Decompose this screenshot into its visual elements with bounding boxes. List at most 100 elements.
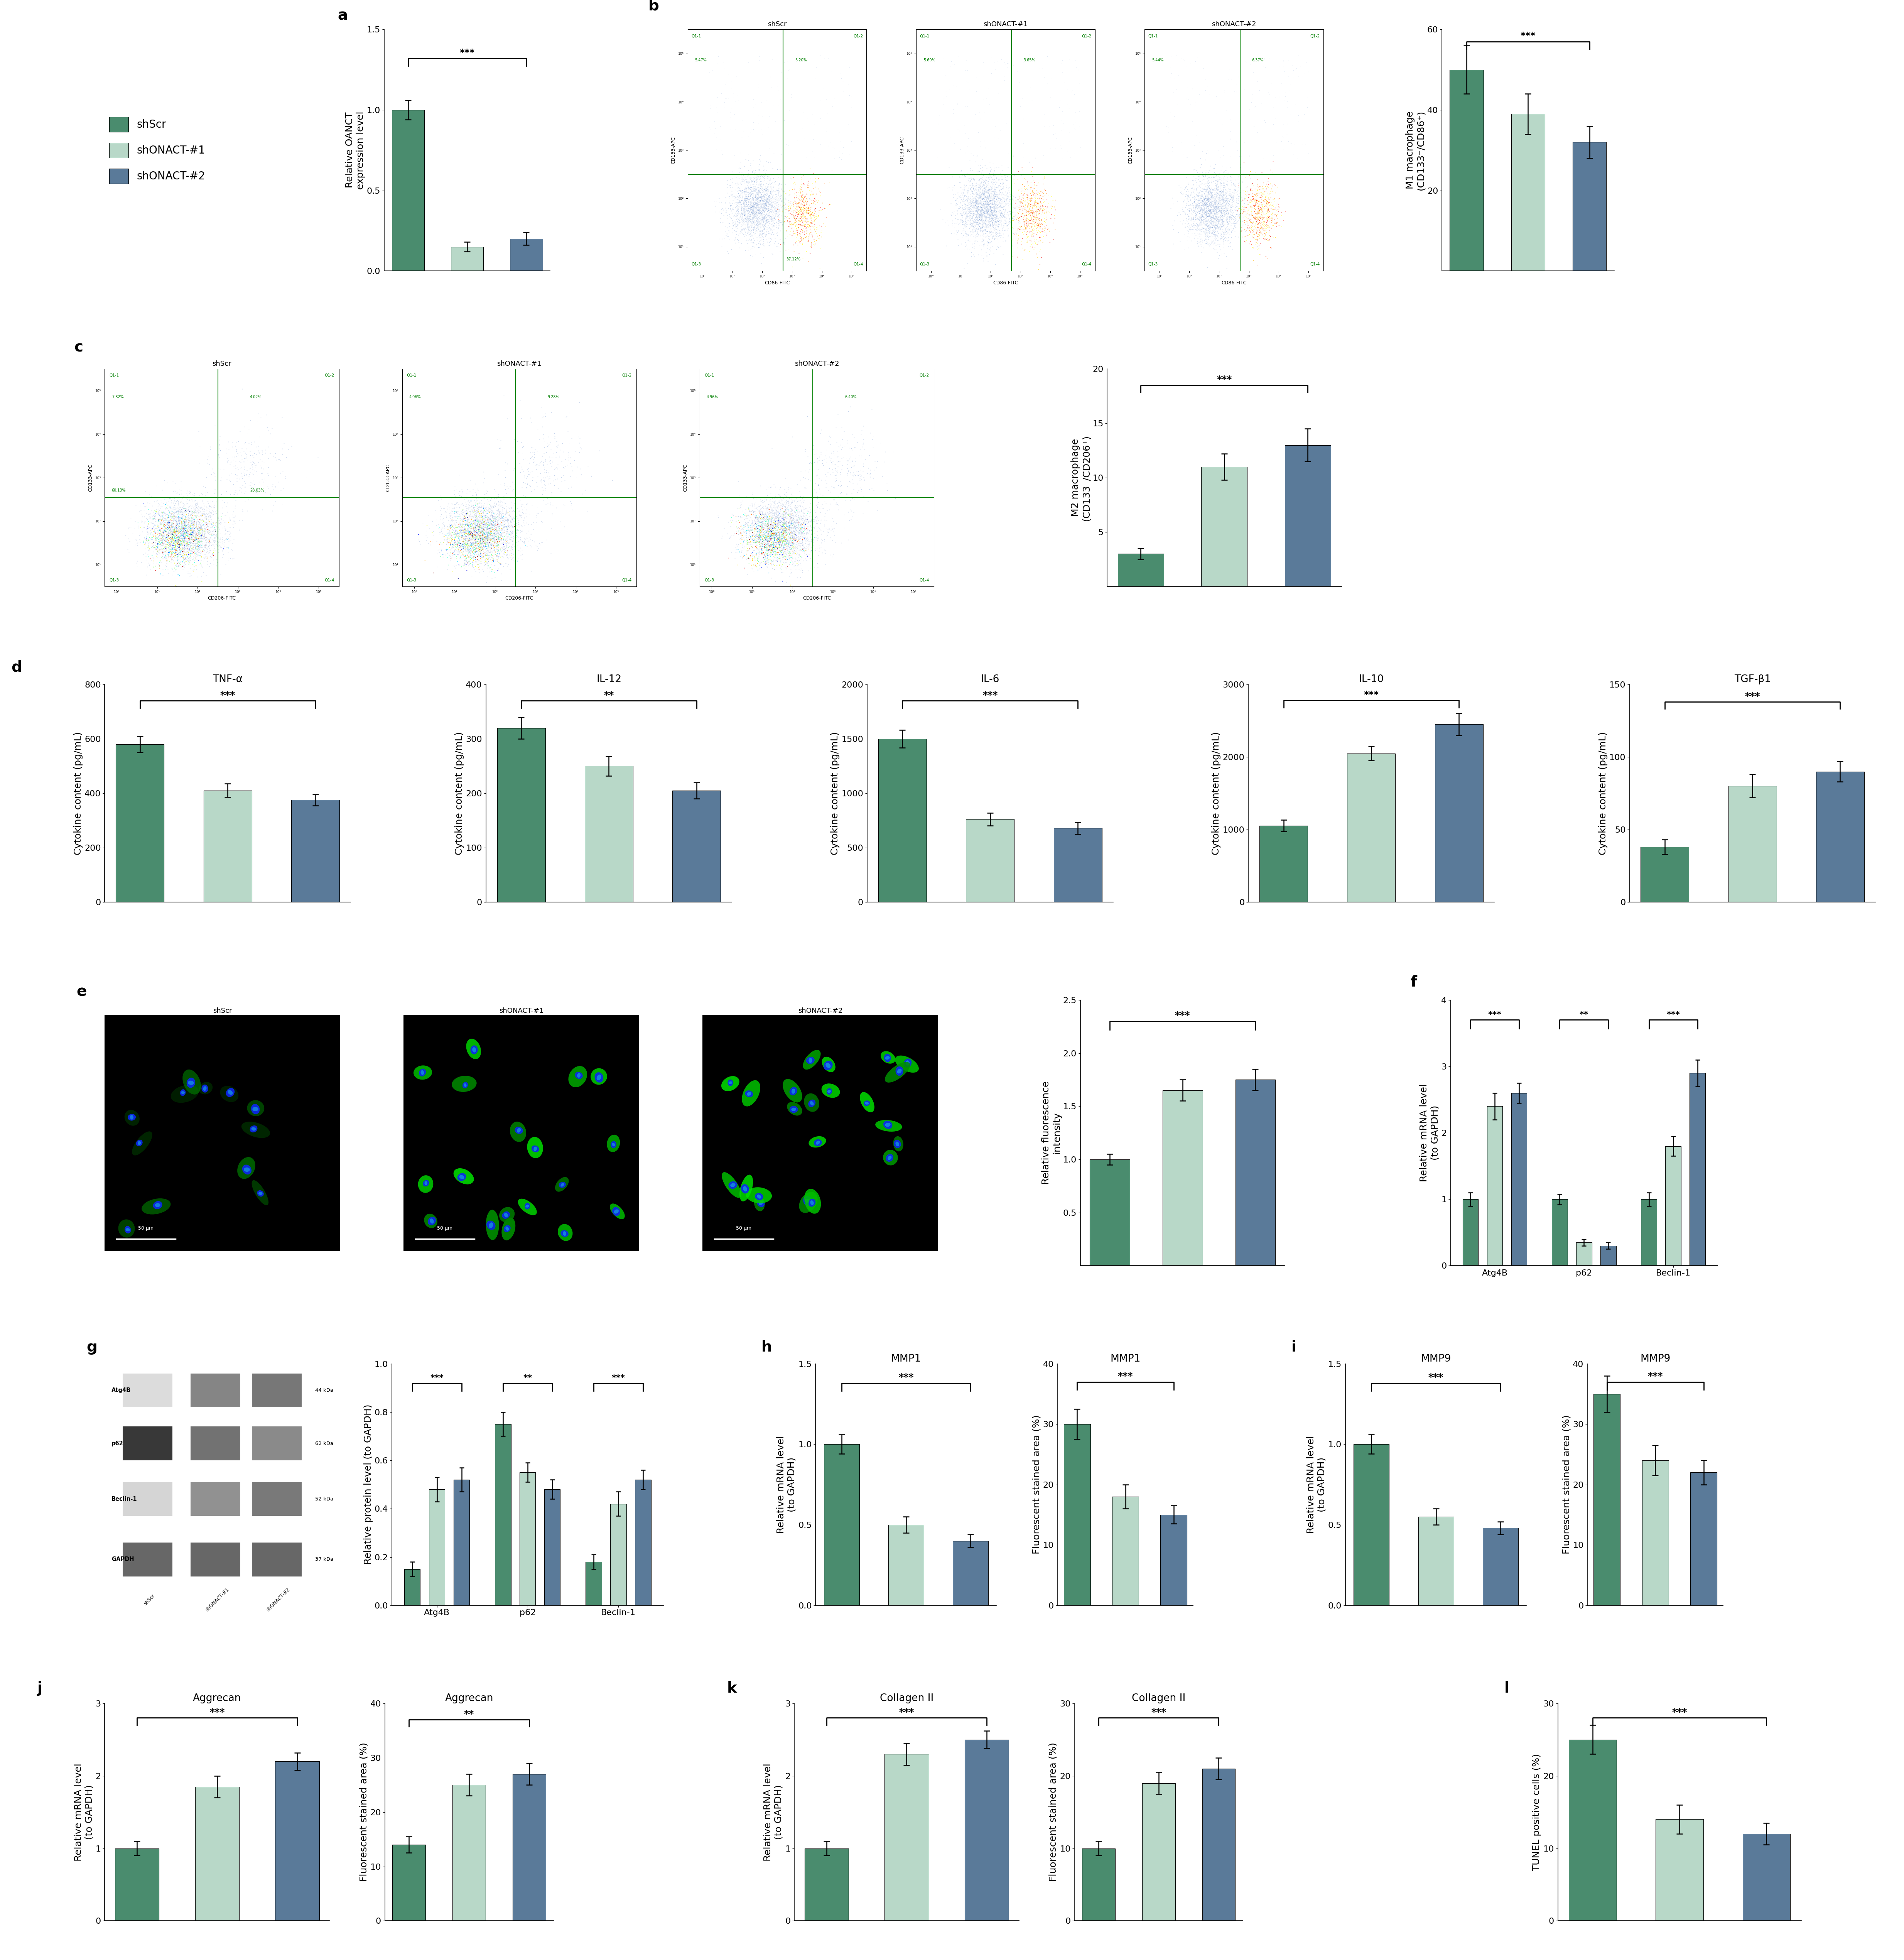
Point xyxy=(750,198,781,229)
Point xyxy=(484,517,514,549)
Point xyxy=(737,198,767,229)
Point xyxy=(735,190,765,221)
Point xyxy=(764,506,794,537)
Point xyxy=(971,194,1002,225)
Point xyxy=(1201,202,1232,233)
Point xyxy=(741,523,771,555)
Point xyxy=(973,184,1003,216)
Point xyxy=(156,506,187,537)
Point xyxy=(179,492,209,523)
Point xyxy=(168,525,198,557)
Point xyxy=(164,506,194,537)
Point xyxy=(470,519,501,551)
Point xyxy=(733,204,764,235)
Point xyxy=(491,512,522,543)
Ellipse shape xyxy=(514,1127,524,1135)
Point xyxy=(784,512,815,543)
Point xyxy=(177,480,208,512)
Point xyxy=(777,541,807,572)
Point xyxy=(486,547,516,578)
Point xyxy=(1026,176,1057,208)
Point xyxy=(731,200,762,231)
Point xyxy=(788,521,819,553)
Point xyxy=(771,515,802,547)
Point xyxy=(470,531,501,563)
Point xyxy=(154,515,185,547)
Point xyxy=(796,525,826,557)
Point xyxy=(440,515,470,547)
Point xyxy=(969,221,1000,253)
Point xyxy=(188,504,219,535)
Point xyxy=(786,210,817,241)
Point xyxy=(472,514,503,545)
Point xyxy=(971,184,1002,216)
Point xyxy=(941,208,971,239)
Point xyxy=(453,512,484,543)
Point xyxy=(145,490,175,521)
Point xyxy=(457,539,487,570)
Point xyxy=(962,208,992,239)
Point xyxy=(750,517,781,549)
Point xyxy=(175,537,206,568)
Point xyxy=(800,188,830,220)
Point xyxy=(975,180,1005,212)
Point xyxy=(764,506,794,537)
Point xyxy=(830,445,861,476)
Point xyxy=(1021,214,1051,245)
Point xyxy=(487,504,518,535)
Point xyxy=(963,184,994,216)
Point xyxy=(1241,180,1272,212)
Point xyxy=(960,227,990,259)
Point xyxy=(781,521,811,553)
Point xyxy=(217,502,248,533)
Point xyxy=(1186,218,1217,249)
Point xyxy=(1209,180,1240,212)
Point xyxy=(752,165,783,196)
Point xyxy=(796,512,826,543)
Point xyxy=(472,486,503,517)
Point xyxy=(739,114,769,145)
Point xyxy=(451,514,482,545)
Point xyxy=(478,523,508,555)
Point xyxy=(823,521,853,553)
Point xyxy=(741,502,771,533)
Point xyxy=(1024,196,1055,227)
Point xyxy=(792,223,823,255)
Point xyxy=(788,498,819,529)
Point xyxy=(484,494,514,525)
Point xyxy=(185,525,215,557)
Point xyxy=(1002,55,1032,86)
Point xyxy=(461,496,491,527)
Point xyxy=(744,184,775,216)
Point xyxy=(746,519,777,551)
Point xyxy=(1005,192,1036,223)
Point xyxy=(181,488,211,519)
Point xyxy=(746,202,777,233)
Point xyxy=(735,239,765,270)
Point xyxy=(741,551,771,582)
Point xyxy=(187,517,217,549)
Point xyxy=(466,523,497,555)
Point xyxy=(971,171,1002,202)
Point xyxy=(556,451,586,482)
Point xyxy=(969,202,1000,233)
Point xyxy=(794,208,824,239)
Point xyxy=(739,174,769,206)
Point xyxy=(986,231,1017,263)
Point xyxy=(484,515,514,547)
Point xyxy=(748,223,779,255)
Point xyxy=(718,500,748,531)
Point xyxy=(971,196,1002,227)
Point xyxy=(743,523,773,555)
Point xyxy=(741,198,771,229)
Point xyxy=(750,194,781,225)
Point xyxy=(470,494,501,525)
Point xyxy=(459,512,489,543)
Point xyxy=(1180,208,1211,239)
Point xyxy=(209,512,240,543)
Point xyxy=(718,186,748,218)
Point xyxy=(1194,171,1224,202)
Point xyxy=(802,502,832,533)
Text: ***: *** xyxy=(209,1707,225,1717)
Point xyxy=(788,200,819,231)
